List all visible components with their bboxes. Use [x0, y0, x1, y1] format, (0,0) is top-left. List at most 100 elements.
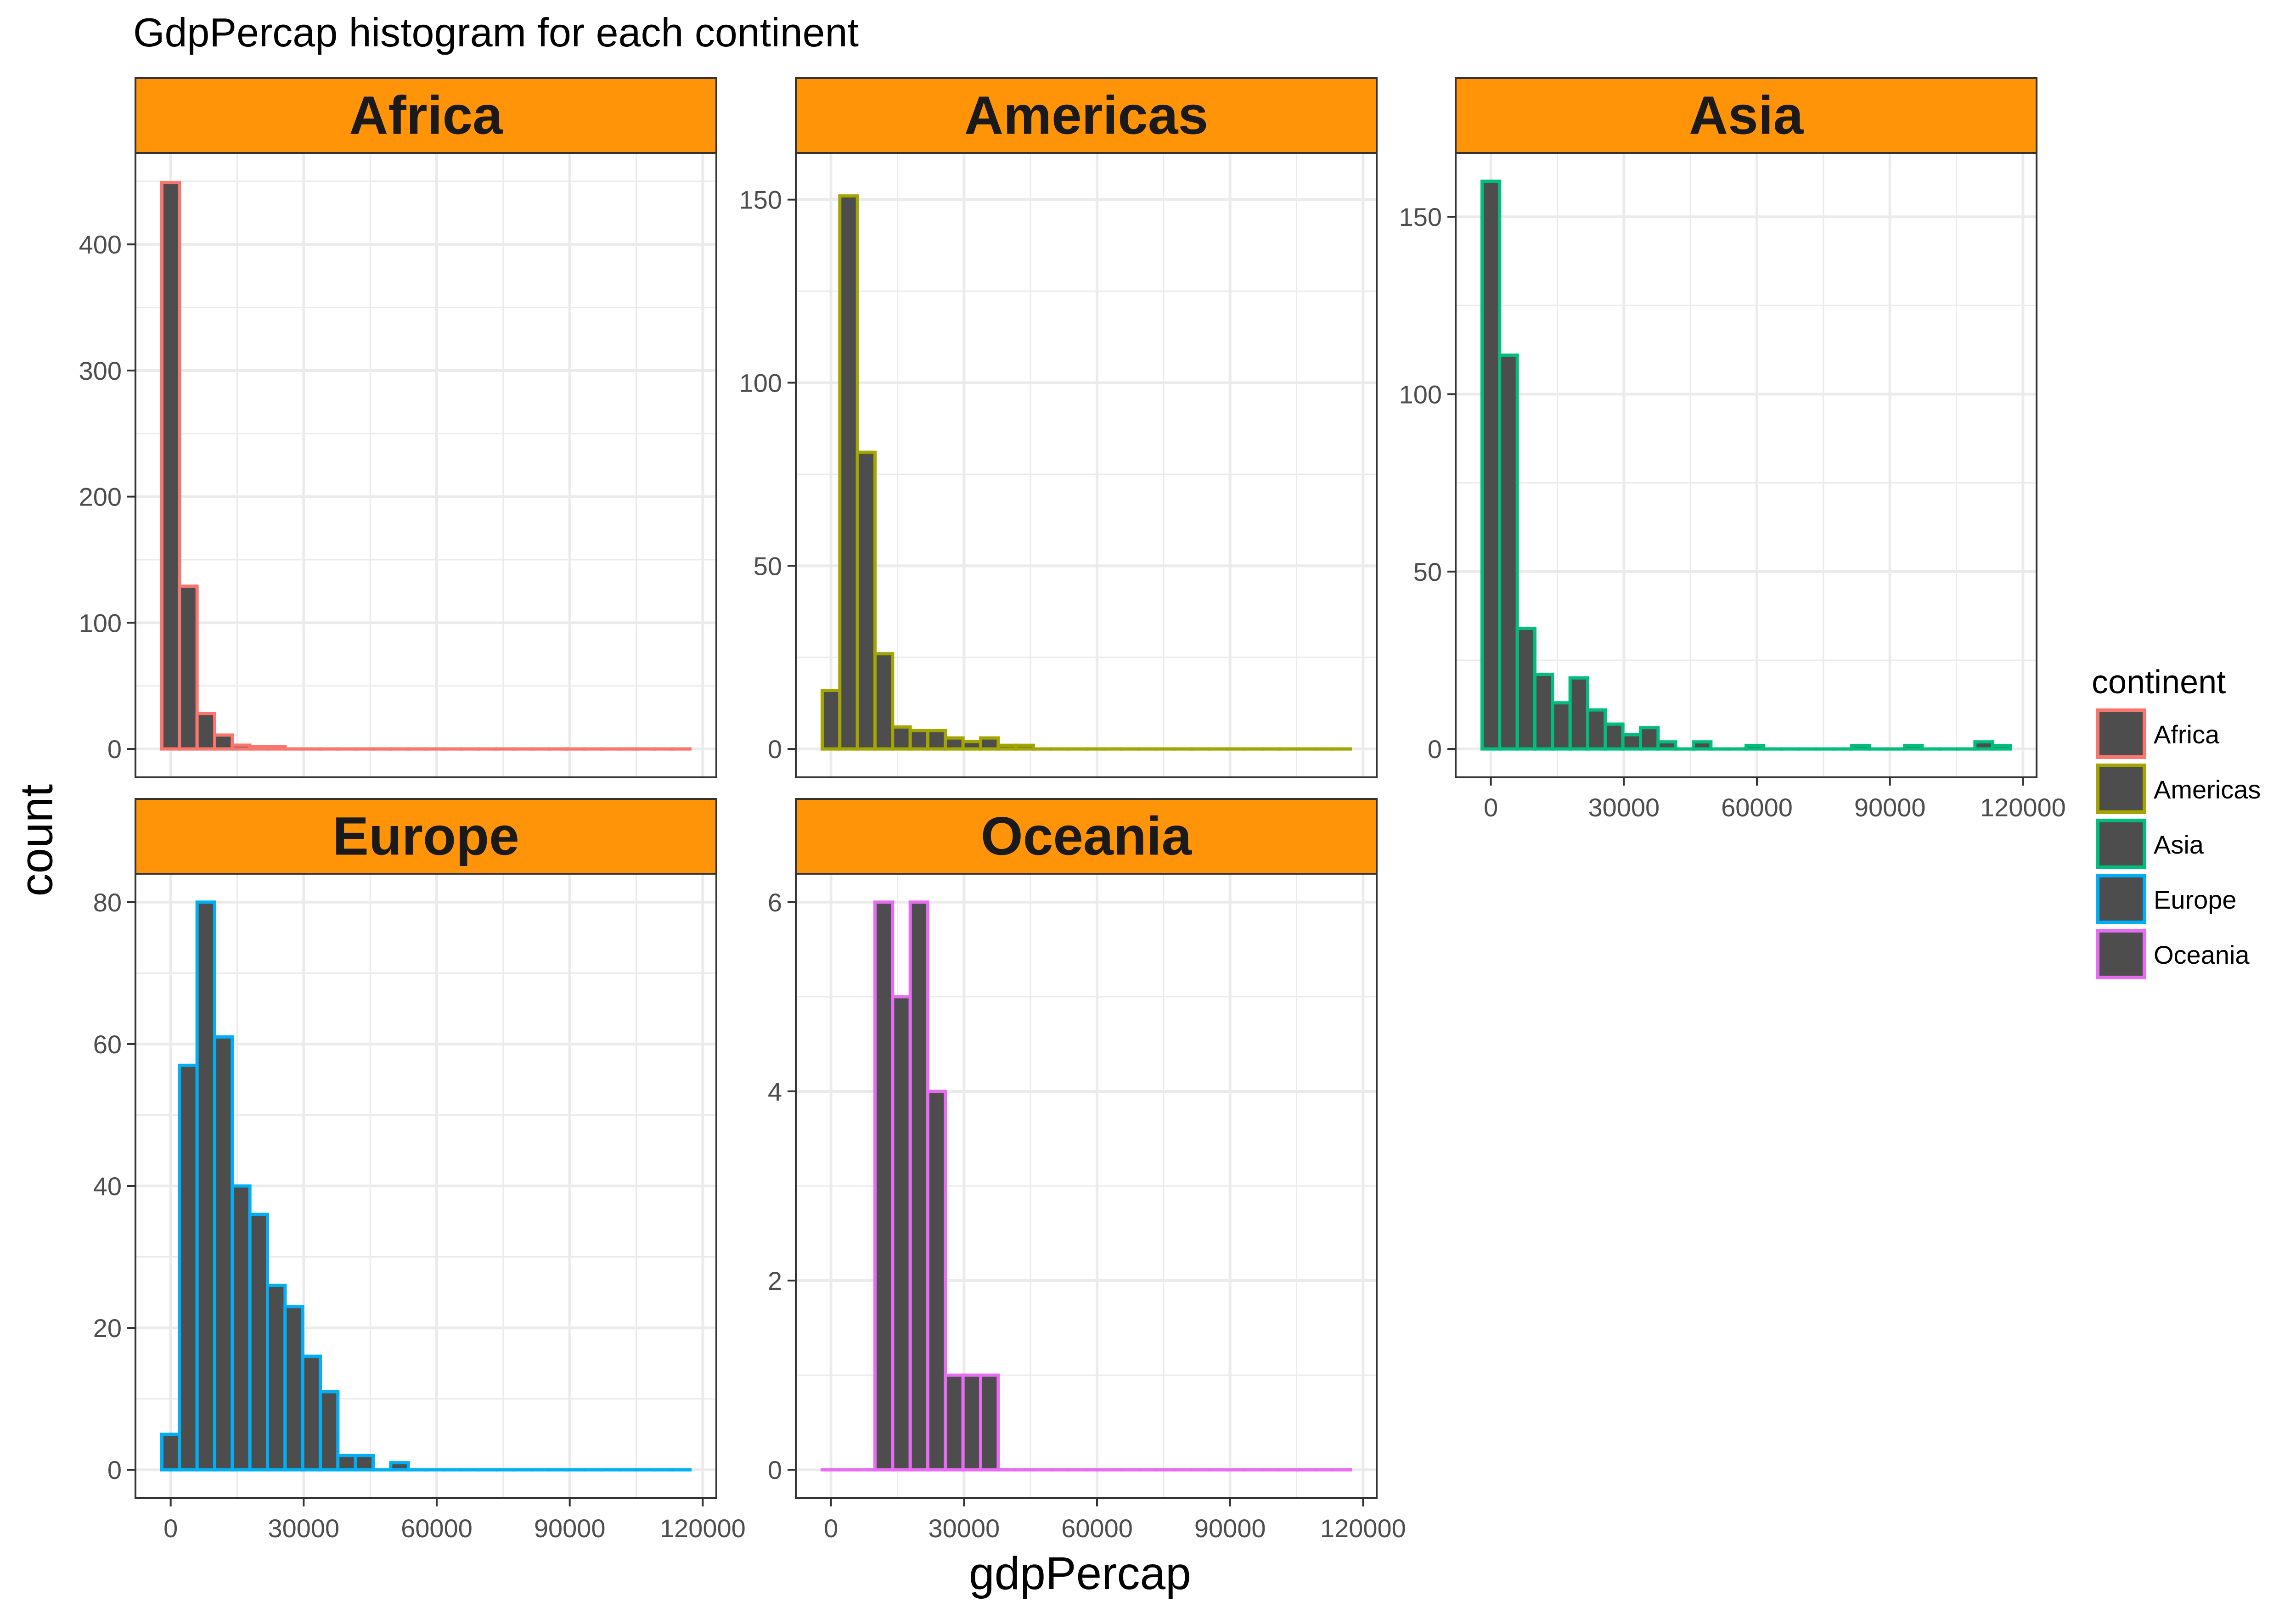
histogram-bar: [1656, 740, 1677, 751]
x-tick-label: 60000: [401, 1514, 473, 1543]
panel-americas: Americas 0 50 100 150: [739, 77, 1378, 778]
histogram-bar: [873, 652, 895, 751]
histogram-bar: [908, 900, 929, 1472]
x-tick-label: 120000: [1320, 1514, 1406, 1543]
histogram-bar: [178, 584, 199, 751]
x-tick-label: 90000: [1854, 793, 1926, 822]
histogram-bar: [336, 1454, 357, 1472]
histogram-bar: [160, 181, 181, 751]
x-tick-label: 0: [163, 1514, 178, 1543]
y-tick-label: 40: [93, 1172, 122, 1201]
histogram-bar: [891, 725, 912, 751]
y-tick-label: 0: [768, 735, 782, 764]
panel-oceania: Oceania 0 2 4 6 0 30000 60000 90000 120000: [768, 798, 1406, 1543]
y-tick-label: 400: [79, 230, 122, 259]
y-tick-label: 0: [768, 1455, 782, 1484]
histogram-bar: [1515, 626, 1537, 751]
histogram-bar: [266, 745, 287, 751]
y-tick-label: 0: [107, 1455, 122, 1484]
histogram-bar: [855, 450, 877, 751]
histogram-bar: [944, 736, 965, 751]
y-tick-label: 60: [93, 1030, 122, 1059]
facet-strip-label: Americas: [964, 85, 1208, 146]
x-axis-title: gdpPercap: [969, 1548, 1191, 1599]
legend-key-africa: [2096, 708, 2146, 759]
x-tick-label: 30000: [1588, 793, 1660, 822]
histogram-bar: [1533, 673, 1554, 751]
y-tick-label: 0: [107, 735, 122, 764]
panel-europe: Europe 0 20 40 60 80 0 30000 60000 90000 120000: [93, 798, 746, 1543]
x-tick-label: 60000: [1721, 793, 1793, 822]
histogram-bar: [1991, 743, 2012, 751]
histogram-bar: [1604, 722, 1625, 751]
y-tick-label: 4: [768, 1077, 782, 1106]
y-tick-label: 50: [1413, 557, 1442, 586]
histogram-bar: [319, 1390, 340, 1472]
x-tick-label: 120000: [660, 1514, 746, 1543]
y-tick-label: 100: [79, 608, 122, 637]
legend-key-oceania: [2096, 929, 2146, 979]
x-tick-label: 90000: [1194, 1514, 1266, 1543]
histogram-bar: [248, 1213, 270, 1472]
histogram-bar: [891, 995, 912, 1472]
histogram-bar: [301, 1354, 322, 1472]
x-tick-label: 30000: [268, 1514, 339, 1543]
histogram-bar: [283, 1305, 304, 1472]
legend-label: Africa: [2154, 720, 2220, 749]
x-tick-label: 60000: [1061, 1514, 1133, 1543]
histogram-bar: [1850, 743, 1871, 751]
y-axis-title: count: [11, 784, 62, 897]
facet-strip: [1455, 77, 2037, 154]
histogram-bar: [389, 1461, 410, 1472]
histogram-bar: [944, 1373, 965, 1472]
histogram-bar: [1639, 726, 1660, 751]
x-tick-label: 30000: [928, 1514, 1000, 1543]
histogram-bar: [996, 743, 1018, 751]
histogram-bar: [1745, 743, 1766, 751]
y-tick-label: 150: [739, 185, 782, 214]
histogram-bar: [354, 1454, 375, 1472]
facet-strip: [795, 798, 1378, 875]
x-tick-label: 0: [824, 1514, 838, 1543]
legend-title: continent: [2092, 664, 2226, 701]
y-tick-label: 0: [1428, 735, 1442, 764]
histogram-bar: [926, 1090, 947, 1472]
plot-title: GdpPercap histogram for each continent: [133, 10, 859, 55]
facet-strip: [135, 798, 717, 875]
facet-strip: [795, 77, 1378, 154]
histogram-bar: [231, 743, 252, 751]
histogram-bar: [1498, 353, 1519, 751]
histogram-bar: [178, 1063, 199, 1472]
legend-label: Americas: [2154, 775, 2261, 804]
legend: continent Africa Americas Asia Europe Oceania: [2092, 664, 2261, 979]
legend-label: Asia: [2154, 830, 2204, 859]
y-tick-label: 2: [768, 1266, 782, 1295]
histogram-bar: [1621, 733, 1643, 751]
histogram-bar: [873, 900, 895, 1472]
legend-key-americas: [2096, 764, 2146, 814]
histogram-bar: [1568, 676, 1590, 751]
histogram-bar: [979, 1373, 1000, 1472]
histogram-bar: [213, 1035, 234, 1472]
histogram-bar: [160, 1433, 181, 1472]
histogram-bar: [926, 729, 947, 751]
legend-key-europe: [2096, 874, 2146, 924]
histogram-bar: [248, 745, 270, 751]
legend-key-asia: [2096, 819, 2146, 869]
panel-background: [135, 153, 716, 777]
histogram-bar: [1586, 708, 1607, 751]
legend-label: Oceania: [2154, 940, 2250, 969]
x-tick-label: 120000: [1980, 793, 2066, 822]
histogram-bar: [979, 736, 1000, 751]
legend-label: Europe: [2154, 885, 2237, 914]
histogram-bar: [195, 900, 216, 1472]
y-tick-label: 200: [79, 483, 122, 511]
histogram-bar: [266, 1283, 287, 1472]
facet-strip: [135, 77, 717, 154]
facet-strip-label: Oceania: [981, 806, 1193, 867]
y-tick-label: 100: [1399, 380, 1442, 409]
x-tick-label: 90000: [534, 1514, 606, 1543]
histogram-bar: [961, 740, 983, 751]
